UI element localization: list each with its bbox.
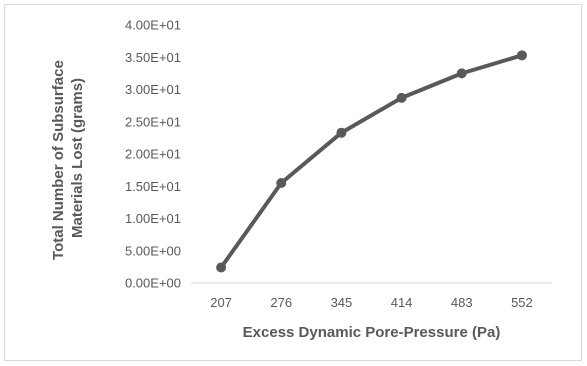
y-axis-ticks: 0.00E+00 5.00E+00 1.00E+01 1.50E+01 2.00E+01…	[125, 18, 181, 291]
y-tick-label: 0.00E+00	[125, 276, 181, 291]
x-axis-title: Excess Dynamic Pore-Pressure (Pa)	[243, 324, 501, 341]
data-points	[216, 50, 527, 273]
data-point	[396, 92, 407, 103]
x-axis-ticks: 207 276 345 414 483 552	[210, 295, 533, 310]
x-tick-label: 552	[511, 295, 533, 310]
y-tick-label: 2.50E+01	[125, 114, 181, 129]
y-tick-label: 3.50E+01	[125, 50, 181, 65]
data-point	[216, 262, 227, 273]
y-axis-title-line-2: Materials Lost (grams)	[69, 78, 86, 238]
x-tick-label: 276	[270, 295, 292, 310]
y-tick-label: 1.50E+01	[125, 179, 181, 194]
y-tick-label: 1.00E+01	[125, 211, 181, 226]
x-tick-label: 414	[391, 295, 413, 310]
x-tick-label: 345	[331, 295, 353, 310]
y-tick-label: 3.00E+01	[125, 82, 181, 97]
y-tick-label: 5.00E+00	[125, 243, 181, 258]
series-line	[219, 53, 524, 270]
chart-frame	[4, 4, 582, 361]
y-tick-label: 2.00E+01	[125, 147, 181, 162]
data-point	[336, 127, 347, 138]
data-point	[276, 178, 287, 189]
y-axis-title: Total Number of Subsurface Materials Los…	[50, 56, 86, 260]
y-axis-title-line-1: Total Number of Subsurface	[50, 60, 67, 260]
x-tick-label: 483	[451, 295, 473, 310]
data-point	[456, 68, 467, 79]
x-tick-label: 207	[210, 295, 232, 310]
y-tick-label: 4.00E+01	[125, 18, 181, 33]
data-point	[516, 50, 527, 61]
